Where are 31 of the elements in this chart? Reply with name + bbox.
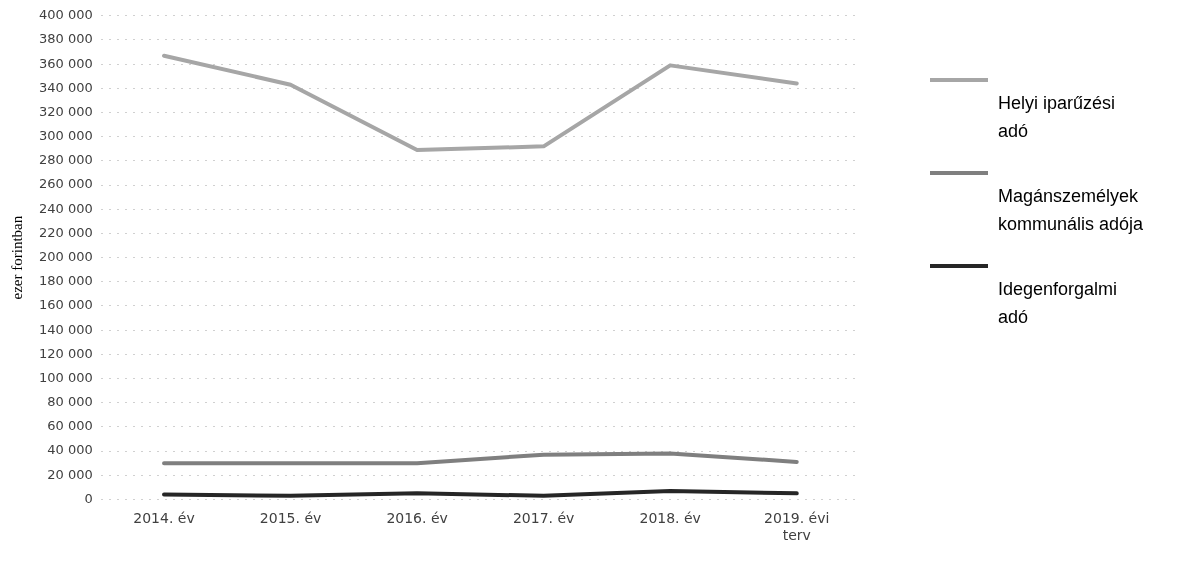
x-tick-label: 2014. év [133, 510, 195, 527]
y-tick-label: 360 000 [38, 55, 93, 71]
text: Helyi iparűzési adó [998, 92, 1117, 143]
y-tick-label: 380 000 [38, 31, 93, 47]
y-tick-label: 240 000 [38, 200, 93, 216]
y-tick-label: 0 [84, 490, 93, 506]
y-tick-label: 60 000 [47, 418, 93, 434]
y-tick-label: 160 000 [38, 297, 93, 313]
y-tick-label: 340 000 [38, 79, 93, 95]
y-tick-label: 40 000 [47, 442, 93, 458]
y-tick-label: 220 000 [38, 224, 93, 240]
y-tick-label: 300 000 [38, 128, 93, 144]
y-tick-label: 20 000 [47, 466, 93, 482]
y-tick-label: 80 000 [47, 394, 93, 410]
x-tick-label: 2019. évi terv [764, 510, 830, 544]
y-tick-label: 120 000 [38, 345, 93, 361]
x-tick-label: 2017. év [512, 510, 575, 527]
y-tick-label: 320 000 [38, 103, 93, 119]
y-tick-label: 100 000 [38, 369, 93, 385]
x-tick-label: 2016. év [386, 510, 448, 527]
y-axis-title: ezer forintban [8, 215, 25, 300]
y-tick-label: 400 000 [38, 7, 93, 23]
text: Idegenforgalmi adó [998, 278, 1119, 329]
y-tick-label: 200 000 [38, 248, 93, 264]
y-tick-label: 260 000 [38, 176, 93, 192]
x-tick-label: 2015. év [259, 510, 322, 527]
y-tick-label: 180 000 [38, 273, 93, 289]
y-tick-label: 140 000 [38, 321, 93, 337]
x-tick-label: 2018. év [639, 510, 701, 527]
text: Magánszemélyek kommunális adója [998, 185, 1145, 236]
y-tick-label: 280 000 [38, 152, 93, 168]
